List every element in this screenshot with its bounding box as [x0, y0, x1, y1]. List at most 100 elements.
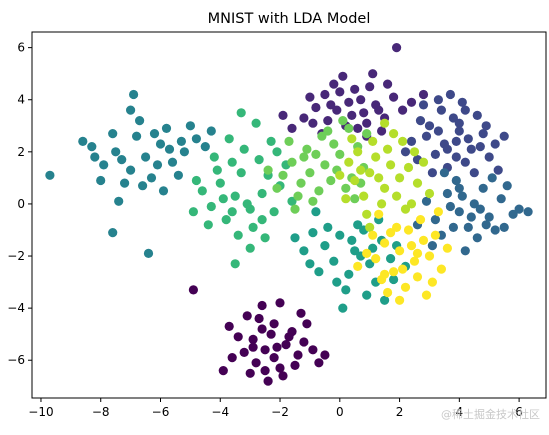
scatter-point: [460, 246, 470, 256]
scatter-point: [114, 196, 124, 206]
scatter-point: [463, 222, 473, 232]
scatter-point: [272, 183, 282, 193]
scatter-point: [287, 157, 297, 167]
scatter-point: [206, 126, 216, 136]
scatter-point: [400, 204, 411, 214]
scatter-point: [135, 116, 145, 126]
scatter-point: [111, 147, 121, 157]
scatter-point: [424, 188, 435, 199]
scatter-point: [412, 178, 423, 188]
scatter-point: [398, 136, 408, 146]
scatter-point: [290, 204, 300, 214]
scatter-point: [248, 222, 258, 232]
scatter-point: [454, 126, 464, 136]
scatter-point: [487, 173, 497, 183]
scatter-point: [365, 82, 375, 92]
scatter-point: [311, 102, 321, 113]
scatter-point: [99, 160, 109, 170]
scatter-point: [329, 139, 339, 149]
scatter-point: [332, 277, 342, 287]
scatter-point: [436, 105, 446, 115]
scatter-point: [472, 110, 482, 120]
scatter-point: [389, 129, 399, 139]
scatter-point: [433, 126, 443, 136]
scatter-point: [368, 230, 378, 240]
scatter-point: [472, 233, 482, 243]
scatter-point: [421, 131, 432, 141]
scatter-point: [260, 366, 270, 376]
scatter-point: [305, 168, 315, 178]
scatter-point: [78, 136, 88, 146]
scatter-point: [245, 368, 255, 378]
scatter-point: [87, 142, 97, 152]
scatter-point: [188, 285, 198, 295]
scatter-point: [281, 340, 291, 350]
scatter-point: [269, 319, 279, 329]
scatter-point: [263, 165, 273, 175]
scatter-point: [430, 230, 440, 240]
scatter-point: [248, 342, 258, 352]
scatter-point: [320, 89, 330, 100]
scatter-point: [311, 207, 321, 217]
scatter-point: [344, 157, 354, 167]
scatter-point: [502, 181, 512, 191]
scatter-point: [427, 241, 437, 251]
scatter-point: [341, 194, 351, 204]
scatter-point: [308, 118, 318, 128]
scatter-point: [374, 209, 384, 219]
scatter-point: [242, 199, 252, 209]
scatter-point: [320, 160, 330, 170]
scatter-point: [218, 194, 228, 204]
scatter-point: [239, 144, 249, 154]
scatter-point: [356, 95, 366, 105]
scatter-point: [353, 261, 363, 271]
scatter-point: [409, 147, 420, 157]
scatter-point: [442, 243, 452, 253]
scatter-point: [227, 157, 237, 167]
scatter-point: [278, 110, 288, 120]
scatter-point: [454, 118, 464, 128]
scatter-point: [454, 183, 464, 193]
scatter-point: [380, 118, 390, 128]
scatter-point: [445, 201, 455, 212]
scatter-point: [347, 235, 357, 245]
scatter-point: [386, 228, 396, 238]
scatter-point: [475, 204, 485, 214]
scatter-point: [436, 264, 446, 274]
x-tick-label: −8: [92, 405, 110, 419]
scatter-point: [403, 162, 414, 173]
scatter-point: [117, 155, 127, 165]
scatter-point: [126, 105, 136, 115]
scatter-point: [433, 207, 443, 217]
scatter-point: [236, 108, 246, 118]
scatter-point: [254, 313, 264, 324]
scatter-point: [293, 191, 303, 201]
scatter-point: [395, 246, 405, 256]
scatter-point: [406, 97, 417, 107]
scatter-point: [329, 256, 339, 266]
scatter-point: [350, 246, 360, 256]
scatter-point: [329, 79, 339, 89]
scatter-point: [493, 165, 503, 175]
scatter-point: [335, 170, 345, 180]
scatter-point: [323, 116, 333, 126]
scatter-point: [484, 152, 494, 162]
scatter-point: [239, 347, 249, 357]
scatter-point: [368, 136, 378, 146]
scatter-point: [278, 371, 288, 381]
scatter-point: [257, 324, 267, 334]
scatter-point: [353, 220, 363, 230]
scatter-point: [395, 173, 405, 183]
scatter-point: [230, 259, 240, 269]
scatter-point: [412, 272, 423, 282]
scatter-point: [451, 152, 461, 162]
scatter-point: [478, 129, 488, 139]
scatter-point: [523, 207, 533, 217]
scatter-point: [326, 175, 336, 186]
scatter-point: [380, 183, 390, 193]
scatter-point: [389, 274, 399, 285]
scatter-point: [299, 246, 309, 256]
scatter-point: [299, 113, 309, 123]
points-layer: [45, 43, 533, 386]
scatter-point: [377, 199, 387, 209]
